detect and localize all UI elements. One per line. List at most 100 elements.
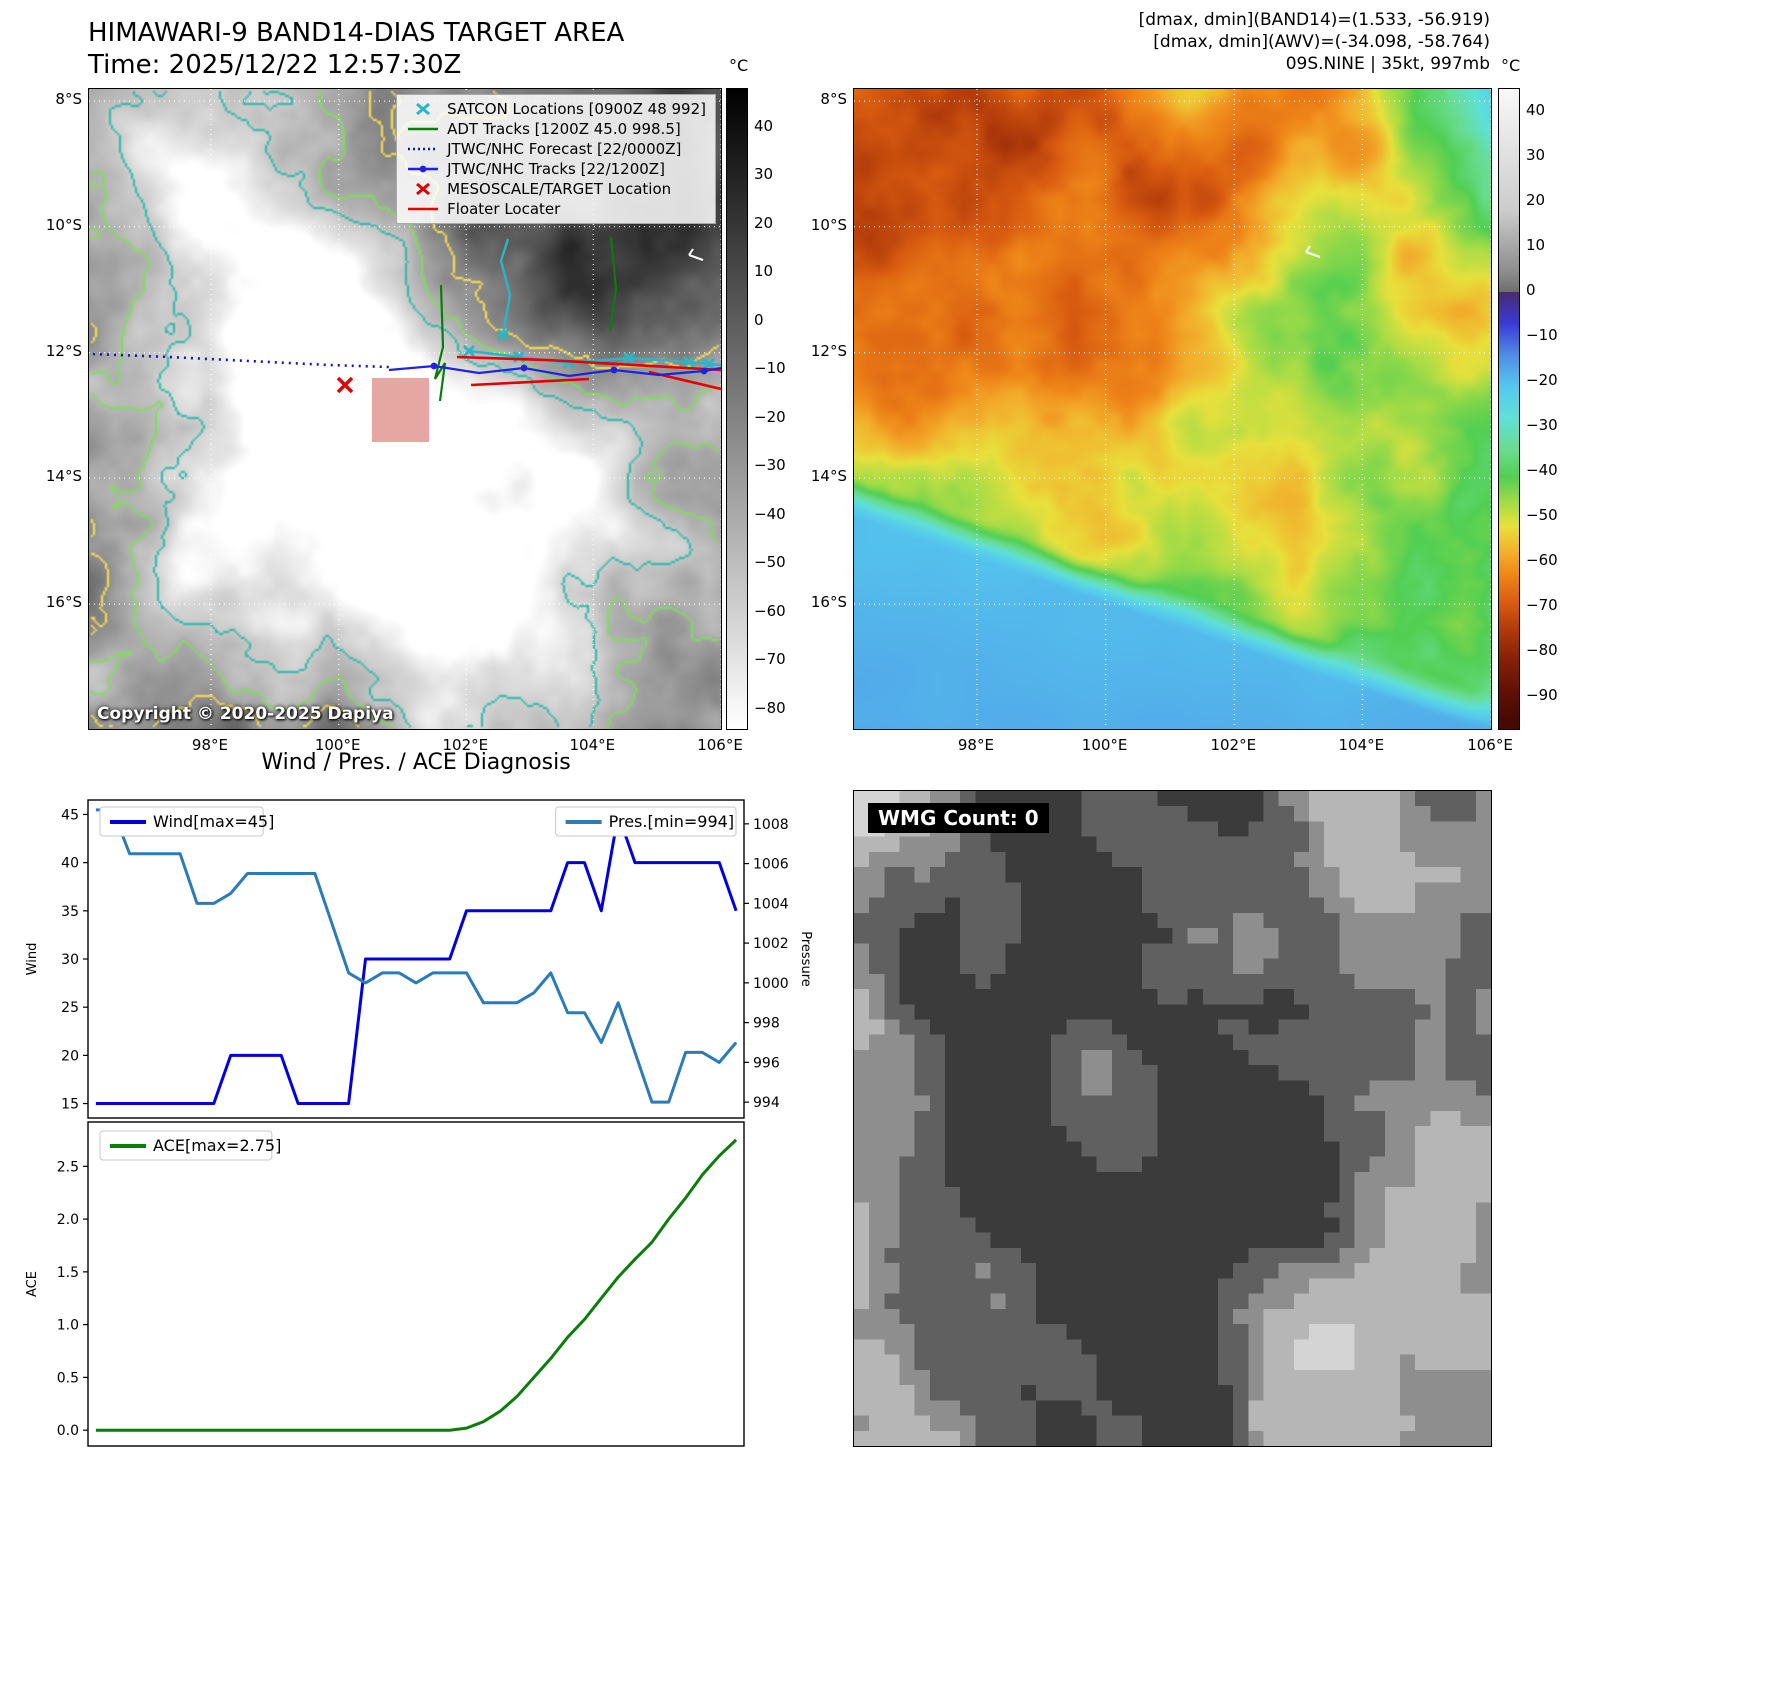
lon-tick-label: 106°E bbox=[697, 736, 743, 754]
colorbar-tick-label: 20 bbox=[1526, 190, 1546, 209]
colorbar-tick-label: −40 bbox=[1526, 461, 1558, 480]
colorbar-tick-label: 40 bbox=[1526, 100, 1546, 119]
colorbar-tick-label: 30 bbox=[1526, 145, 1546, 164]
awv-color-map bbox=[853, 88, 1492, 730]
legend-item-label: JTWC/NHC Forecast [22/0000Z] bbox=[447, 140, 682, 158]
colorbar-tick-label: −80 bbox=[1526, 641, 1558, 660]
cross-marker-icon bbox=[416, 182, 431, 196]
lon-tick-label: 98°E bbox=[191, 736, 228, 754]
band14-legend: SATCON Locations [0900Z 48 992] ADT Track… bbox=[396, 94, 716, 224]
svg-text:1.0: 1.0 bbox=[57, 1318, 79, 1334]
colorbar-tick-label: −70 bbox=[754, 650, 786, 669]
legend-item-label: JTWC/NHC Tracks [22/1200Z] bbox=[447, 160, 665, 178]
ace-plot: 0.0 0.5 1.0 1.5 2.0 2.5 ACE ACE[max=2.75] bbox=[25, 1121, 745, 1447]
colorbar-tick-label: 40 bbox=[754, 116, 774, 135]
line-marker-icon bbox=[408, 207, 439, 211]
lat-tick-label: 8°S bbox=[820, 90, 847, 109]
line-marker-icon bbox=[408, 127, 439, 131]
ace-legend: ACE[max=2.75] bbox=[99, 1130, 281, 1161]
cross-marker-icon bbox=[416, 102, 431, 116]
ace-line bbox=[95, 1138, 738, 1432]
lat-tick-label: 16°S bbox=[810, 593, 847, 612]
colorbar-tick-label: −60 bbox=[1526, 551, 1558, 570]
wmg-count-label: WMG Count: 0 bbox=[868, 803, 1049, 833]
band14-satellite-map: SATCON Locations [0900Z 48 992] ADT Track… bbox=[88, 88, 722, 730]
svg-text:1008: 1008 bbox=[753, 817, 789, 833]
copyright-text: Copyright © 2020-2025 Dapiya bbox=[97, 704, 394, 724]
svg-text:20: 20 bbox=[61, 1048, 79, 1064]
lon-tick-label: 104°E bbox=[1338, 736, 1385, 754]
svg-text:1.5: 1.5 bbox=[57, 1265, 79, 1281]
line-dot-marker-icon bbox=[408, 165, 439, 173]
svg-text:Wind: Wind bbox=[25, 943, 40, 976]
colorbar-tick-label: −40 bbox=[754, 504, 786, 523]
stat-dmax-dmin-awv: [dmax, dmin](AWV)=(-34.098, -58.764) bbox=[1153, 32, 1490, 52]
ace-chart: 0.0 0.5 1.0 1.5 2.0 2.5 ACE ACE[max=2.75] bbox=[25, 1121, 745, 1447]
pressure-line bbox=[95, 808, 738, 1104]
lon-tick-label: 98°E bbox=[957, 736, 994, 754]
legend-item-label: MESOSCALE/TARGET Location bbox=[447, 180, 672, 198]
legend-item: SATCON Locations [0900Z 48 992] bbox=[406, 100, 706, 118]
wmg-panel: WMG Count: 0 bbox=[853, 790, 1492, 1447]
lat-tick-label: 16°S bbox=[45, 593, 82, 612]
colorbar-tick-label: 20 bbox=[754, 213, 774, 232]
colorbar-tick-label: −10 bbox=[1526, 325, 1558, 344]
svg-text:0.0: 0.0 bbox=[57, 1423, 79, 1439]
band14-colorbar bbox=[726, 88, 748, 730]
svg-text:Pressure: Pressure bbox=[798, 931, 813, 987]
colorbar-tick-label: −30 bbox=[754, 456, 786, 475]
band14-colorbar-unit: °C bbox=[729, 56, 749, 75]
svg-text:994: 994 bbox=[753, 1095, 780, 1111]
wind-line bbox=[95, 813, 738, 1105]
lon-tick-label: 106°E bbox=[1467, 736, 1513, 754]
page-subtitle-time: Time: 2025/12/22 12:57:30Z bbox=[88, 50, 462, 80]
svg-text:1006: 1006 bbox=[753, 857, 789, 873]
svg-text:Wind[max=45]: Wind[max=45] bbox=[153, 812, 274, 831]
svg-text:ACE: ACE bbox=[25, 1271, 40, 1297]
svg-text:2.0: 2.0 bbox=[57, 1212, 79, 1228]
colorbar-tick-label: −30 bbox=[1526, 416, 1558, 435]
colorbar-tick-label: −20 bbox=[1526, 370, 1558, 389]
lon-tick-label: 102°E bbox=[1210, 736, 1257, 754]
colorbar-tick-label: 10 bbox=[1526, 235, 1546, 254]
lat-tick-label: 12°S bbox=[810, 341, 847, 360]
svg-text:996: 996 bbox=[753, 1055, 780, 1071]
wind-pressure-plot: 15 20 25 30 35 40 45 Wind 994 996 998 1000 1002 1004 1… bbox=[25, 799, 813, 1119]
lon-tick-label: 102°E bbox=[442, 736, 489, 754]
awv-colorbar-unit: °C bbox=[1501, 56, 1521, 75]
wind-pressure-chart: 15 20 25 30 35 40 45 Wind 994 996 998 1000 1002 1004 1… bbox=[25, 799, 813, 1119]
svg-text:35: 35 bbox=[61, 904, 79, 920]
page-title: HIMAWARI-9 BAND14-DIAS TARGET AREA bbox=[88, 18, 625, 48]
svg-text:1000: 1000 bbox=[753, 976, 789, 992]
lat-tick-label: 8°S bbox=[55, 90, 82, 109]
lat-tick-label: 10°S bbox=[45, 215, 82, 234]
colorbar-tick-label: 0 bbox=[1526, 280, 1536, 299]
legend-item: ADT Tracks [1200Z 45.0 998.5] bbox=[406, 120, 706, 138]
colorbar-tick-label: −70 bbox=[1526, 596, 1558, 615]
svg-text:15: 15 bbox=[61, 1097, 79, 1113]
colorbar-tick-label: −50 bbox=[754, 553, 786, 572]
legend-item: JTWC/NHC Forecast [22/0000Z] bbox=[406, 140, 706, 158]
storm-id-intensity: 09S.NINE | 35kt, 997mb bbox=[1285, 54, 1490, 74]
svg-text:2.5: 2.5 bbox=[57, 1159, 79, 1175]
awv-imagery bbox=[854, 89, 1491, 729]
chart-title: Wind / Pres. / ACE Diagnosis bbox=[261, 750, 571, 775]
lat-tick-label: 14°S bbox=[45, 467, 82, 486]
legend-item: JTWC/NHC Tracks [22/1200Z] bbox=[406, 160, 706, 178]
svg-text:ACE[max=2.75]: ACE[max=2.75] bbox=[153, 1136, 281, 1155]
lon-tick-label: 100°E bbox=[314, 736, 361, 754]
lon-tick-label: 104°E bbox=[569, 736, 616, 754]
colorbar-tick-label: −50 bbox=[1526, 506, 1558, 525]
stat-dmax-dmin-band14: [dmax, dmin](BAND14)=(1.533, -56.919) bbox=[1138, 10, 1490, 30]
colorbar-tick-label: 10 bbox=[754, 262, 774, 281]
legend-item-label: Floater Locater bbox=[447, 200, 561, 218]
colorbar-tick-label: −10 bbox=[754, 359, 786, 378]
legend-item: Floater Locater bbox=[406, 200, 706, 218]
legend-item-label: ADT Tracks [1200Z 45.0 998.5] bbox=[447, 120, 681, 138]
svg-text:998: 998 bbox=[753, 1016, 780, 1032]
svg-text:1002: 1002 bbox=[753, 936, 789, 952]
lat-tick-label: 12°S bbox=[45, 341, 82, 360]
wind-legend: Wind[max=45] bbox=[99, 806, 274, 837]
colorbar-tick-label: 0 bbox=[754, 310, 764, 329]
lon-tick-label: 100°E bbox=[1081, 736, 1128, 754]
